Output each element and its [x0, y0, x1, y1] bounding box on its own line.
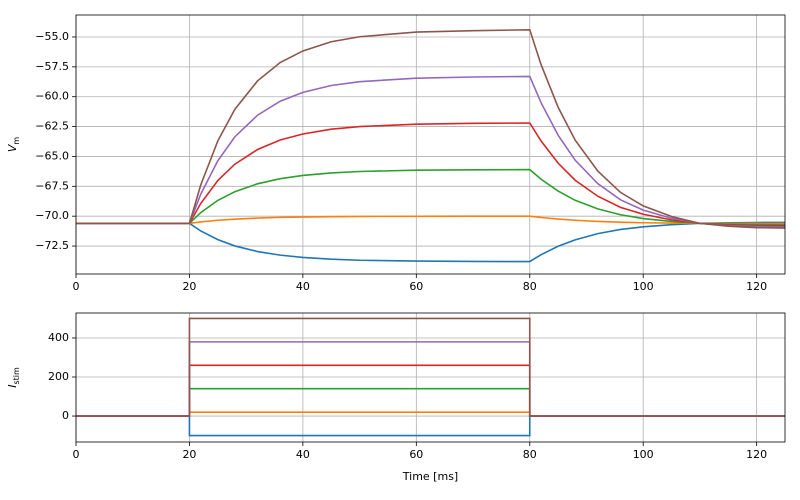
x-tick-label: 120 — [746, 280, 767, 293]
series-line — [76, 364, 785, 417]
x-tick-label: 20 — [182, 280, 196, 293]
x-tick-label: 100 — [633, 280, 654, 293]
series-line — [76, 168, 785, 226]
y-tick-label: −65.0 — [35, 149, 69, 162]
y-tick-label: −62.5 — [35, 120, 69, 133]
y-axis-label-main: V — [6, 143, 19, 152]
axes-frame — [75, 14, 786, 275]
y-tick-label: −67.5 — [35, 179, 69, 192]
x-tick-label: 60 — [409, 448, 423, 461]
y-tick-label: −72.5 — [35, 239, 69, 252]
axes-frame — [75, 312, 786, 443]
y-axis-label-sub: stim — [12, 367, 21, 385]
y-axis-label-sub: m — [12, 137, 21, 145]
y-axis-label: Vm — [6, 137, 21, 153]
x-tick-label: 0 — [73, 280, 80, 293]
y-tick-label: −55.0 — [35, 30, 69, 43]
y-tick-label: 200 — [48, 370, 69, 383]
x-tick-label: 0 — [73, 448, 80, 461]
y-tick-label: −70.0 — [35, 209, 69, 222]
series-line — [76, 215, 785, 225]
x-tick-label: 80 — [523, 448, 537, 461]
y-tick-label: 0 — [62, 409, 69, 422]
x-tick-label: 80 — [523, 280, 537, 293]
series-line — [76, 75, 785, 228]
x-axis-label: Time [ms] — [402, 470, 458, 483]
x-tick-label: 20 — [182, 448, 196, 461]
x-tick-label: 40 — [296, 448, 310, 461]
series-line — [76, 415, 785, 437]
series-line — [76, 317, 785, 417]
x-tick-label: 100 — [633, 448, 654, 461]
series-line — [76, 29, 785, 229]
series-line — [76, 341, 785, 417]
series-line — [76, 221, 785, 263]
y-axis-label: Istim — [6, 367, 21, 388]
y-tick-label: −60.0 — [35, 90, 69, 103]
y-tick-label: 400 — [48, 331, 69, 344]
y-axis-label-main: I — [6, 385, 19, 388]
x-tick-label: 120 — [746, 448, 767, 461]
series-line — [76, 122, 785, 227]
x-tick-label: 60 — [409, 280, 423, 293]
y-tick-label: −57.5 — [35, 60, 69, 73]
x-tick-label: 40 — [296, 280, 310, 293]
